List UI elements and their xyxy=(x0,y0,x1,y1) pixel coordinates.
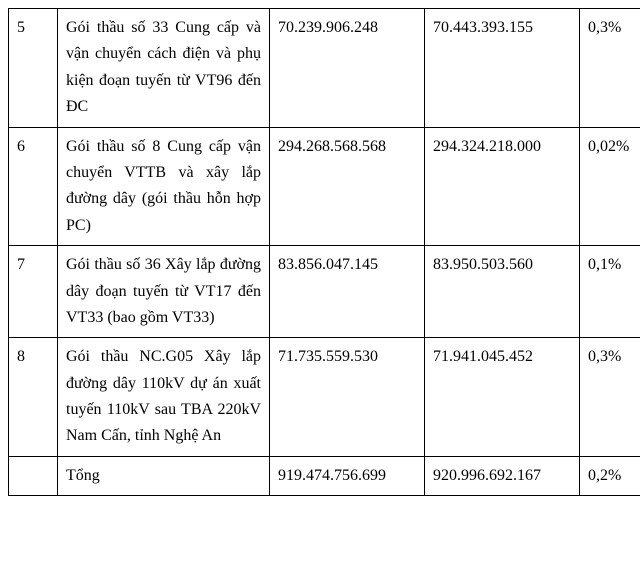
cell-pct: 0,3% xyxy=(580,9,640,128)
cell-val2: 83.950.503.560 xyxy=(425,246,580,338)
cell-num: 7 xyxy=(9,246,58,338)
data-table: 5 Gói thầu số 33 Cung cấp và vận chuyển … xyxy=(8,8,640,496)
cell-num: 6 xyxy=(9,127,58,246)
cell-val1: 71.735.559.530 xyxy=(270,338,425,457)
cell-val1: 70.239.906.248 xyxy=(270,9,425,128)
cell-val1: 83.856.047.145 xyxy=(270,246,425,338)
cell-desc: Gói thầu số 8 Cung cấp vận chuyển VTTB v… xyxy=(58,127,270,246)
cell-val2: 920.996.692.167 xyxy=(425,456,580,495)
table-row: 6 Gói thầu số 8 Cung cấp vận chuyển VTTB… xyxy=(9,127,640,246)
cell-desc: Gói thầu NC.G05 Xây lắp đường dây 110kV … xyxy=(58,338,270,457)
cell-num: 5 xyxy=(9,9,58,128)
cell-val2: 71.941.045.452 xyxy=(425,338,580,457)
cell-pct: 0,3% xyxy=(580,338,640,457)
cell-num: 8 xyxy=(9,338,58,457)
cell-pct: 0,2% xyxy=(580,456,640,495)
cell-val1: 294.268.568.568 xyxy=(270,127,425,246)
table-body: 5 Gói thầu số 33 Cung cấp và vận chuyển … xyxy=(9,9,640,496)
table-row: 5 Gói thầu số 33 Cung cấp và vận chuyển … xyxy=(9,9,640,128)
cell-desc: Tổng xyxy=(58,456,270,495)
table-row: 7 Gói thầu số 36 Xây lắp đường dây đoạn … xyxy=(9,246,640,338)
cell-val1: 919.474.756.699 xyxy=(270,456,425,495)
table-row-total: Tổng 919.474.756.699 920.996.692.167 0,2… xyxy=(9,456,640,495)
cell-pct: 0,02% xyxy=(580,127,640,246)
cell-desc: Gói thầu số 33 Cung cấp và vận chuyển cá… xyxy=(58,9,270,128)
table-row: 8 Gói thầu NC.G05 Xây lắp đường dây 110k… xyxy=(9,338,640,457)
cell-num xyxy=(9,456,58,495)
cell-val2: 294.324.218.000 xyxy=(425,127,580,246)
cell-desc: Gói thầu số 36 Xây lắp đường dây đoạn tu… xyxy=(58,246,270,338)
cell-pct: 0,1% xyxy=(580,246,640,338)
cell-val2: 70.443.393.155 xyxy=(425,9,580,128)
